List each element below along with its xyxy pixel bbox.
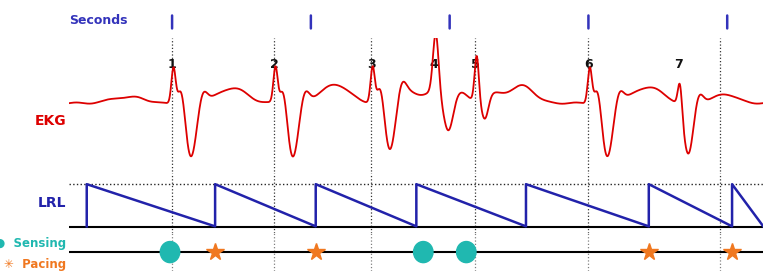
Text: ●  Sensing: ● Sensing (0, 237, 66, 250)
Ellipse shape (456, 242, 476, 262)
Text: 7: 7 (675, 58, 683, 70)
Text: LRL: LRL (38, 196, 66, 210)
Text: ✳  Pacing: ✳ Pacing (4, 258, 66, 271)
Text: 1: 1 (168, 58, 177, 70)
Text: 4: 4 (429, 58, 438, 70)
Text: 3: 3 (367, 58, 375, 70)
Ellipse shape (413, 242, 433, 262)
Text: 2: 2 (270, 58, 278, 70)
Ellipse shape (160, 242, 180, 262)
Text: 6: 6 (584, 58, 593, 70)
Text: EKG: EKG (34, 114, 66, 128)
Text: Seconds: Seconds (69, 14, 128, 27)
Text: 5: 5 (471, 58, 480, 70)
